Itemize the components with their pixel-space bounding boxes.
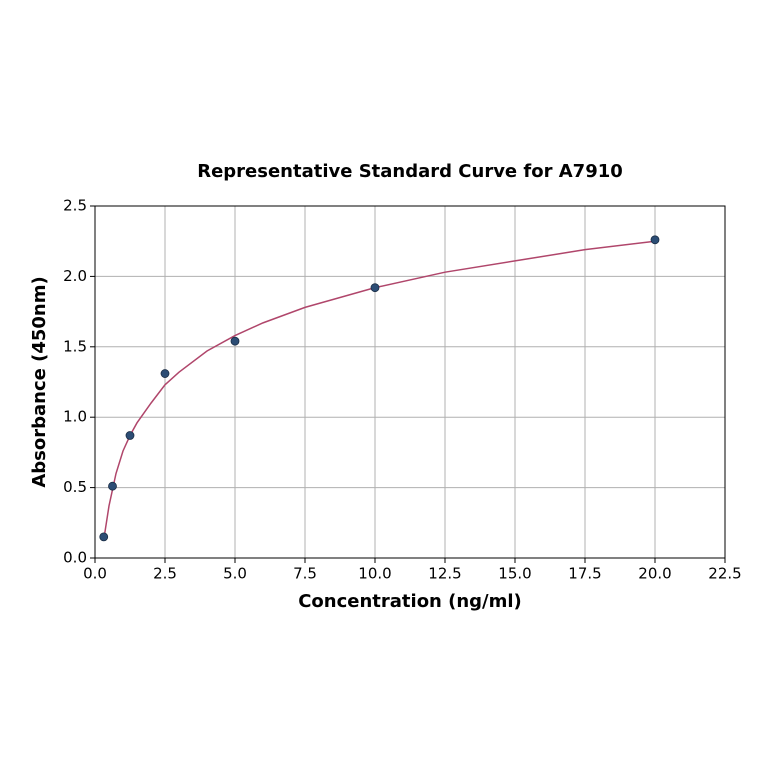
y-tick-label: 0.0: [63, 549, 87, 567]
x-tick-label: 12.5: [428, 565, 461, 583]
x-tick-label: 0.0: [83, 565, 107, 583]
x-tick-label: 22.5: [708, 565, 741, 583]
y-tick-label: 2.5: [63, 197, 87, 215]
x-tick-label: 15.0: [498, 565, 531, 583]
y-axis-label: Absorbance (450nm): [29, 276, 50, 487]
data-point: [160, 369, 170, 378]
fit-curve: [103, 240, 656, 540]
y-tick-label: 2.0: [63, 267, 87, 285]
data-point: [125, 431, 135, 440]
data-point: [99, 532, 109, 542]
data-point: [650, 235, 660, 245]
x-tick-label: 20.0: [638, 565, 671, 583]
data-point: [108, 481, 117, 491]
data-point: [230, 336, 240, 346]
x-tick-label: 10.0: [358, 565, 391, 583]
data-point: [370, 283, 380, 293]
x-tick-label: 7.5: [293, 565, 317, 583]
y-tick-label: 1.0: [63, 408, 87, 426]
x-tick-label: 5.0: [223, 565, 247, 583]
y-tick-label: 0.5: [63, 478, 87, 496]
x-tick-label: 2.5: [153, 565, 177, 583]
plot-frame: [94, 205, 726, 559]
y-tick-label: 1.5: [63, 337, 87, 355]
x-axis-label: Concentration (ng/ml): [298, 591, 522, 612]
x-tick-label: 17.5: [568, 565, 601, 583]
chart-title: Representative Standard Curve for A7910: [197, 161, 623, 182]
